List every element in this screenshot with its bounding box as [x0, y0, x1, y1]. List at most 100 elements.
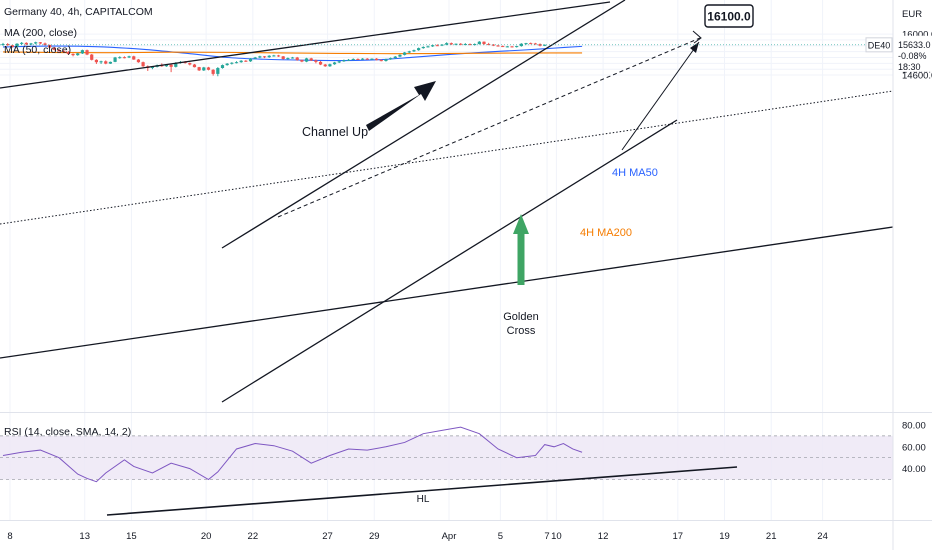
candle-body	[482, 41, 486, 45]
candle	[407, 50, 411, 54]
candle	[421, 46, 425, 49]
candle-body	[225, 63, 229, 66]
candle	[337, 60, 341, 64]
candle	[230, 62, 234, 65]
candle-body	[417, 48, 421, 51]
candle	[375, 58, 379, 61]
candle-body	[76, 53, 80, 56]
candle-body	[337, 61, 341, 63]
rsi-legend[interactable]: RSI (14, close, SMA, 14, 2)	[4, 426, 132, 438]
candle-body	[262, 56, 267, 58]
candle-body	[281, 56, 285, 59]
candle-body	[38, 42, 42, 44]
candle-body	[304, 58, 309, 62]
candle	[122, 56, 127, 59]
candle	[426, 45, 430, 48]
candle	[94, 59, 98, 64]
candle-body	[150, 66, 155, 69]
ma-line-ma200	[2, 51, 583, 55]
candle	[239, 60, 243, 63]
candle	[323, 63, 327, 67]
candle	[57, 49, 61, 53]
channel-up-upper-line	[221, 0, 626, 249]
candle-body	[108, 61, 113, 64]
candle	[146, 65, 150, 71]
rsi-pane: 40.00 60.00 80.00 HL	[0, 420, 926, 516]
candle-body	[99, 61, 103, 63]
candle	[487, 42, 491, 46]
candle-body	[94, 59, 98, 63]
candle	[202, 66, 206, 71]
candle	[524, 42, 528, 45]
candle-body	[342, 60, 346, 62]
candlestick-series	[1, 41, 547, 77]
time-tick-label: 21	[766, 531, 777, 542]
candle-body	[230, 62, 234, 64]
candle-body	[267, 55, 271, 58]
price-tag-countdown: 18:30	[898, 62, 921, 72]
candle-body	[52, 47, 56, 50]
candle-body	[286, 58, 290, 60]
candle-body	[15, 43, 19, 47]
symbol-tag	[865, 37, 893, 53]
candle	[276, 54, 281, 57]
candle	[20, 41, 24, 45]
candle	[71, 53, 75, 57]
candle-body	[389, 58, 393, 60]
candle	[253, 56, 257, 60]
candle	[127, 55, 131, 59]
golden-cross-label-line2: Cross	[507, 325, 536, 337]
candle	[351, 58, 355, 61]
candle-body	[449, 43, 453, 45]
candle-body	[71, 53, 75, 56]
candle	[108, 61, 113, 64]
grid-lines	[0, 0, 893, 520]
ma50-legend[interactable]: MA (50, close)	[4, 44, 72, 56]
candle-body	[505, 46, 509, 48]
candle-body	[206, 67, 211, 70]
candle	[393, 56, 397, 59]
candle	[510, 46, 514, 48]
rsi-hl-trendline	[106, 466, 738, 516]
candle	[113, 56, 117, 63]
candle	[262, 56, 267, 59]
candle	[314, 59, 318, 64]
time-tick-label: 15	[126, 531, 137, 542]
symbol-title[interactable]: Germany 40, 4h, CAPITALCOM	[4, 6, 153, 18]
candle-body	[360, 58, 365, 60]
candle-body	[29, 43, 33, 45]
candle-body	[253, 57, 257, 59]
candle-body	[43, 43, 47, 45]
candle-body	[379, 60, 383, 62]
candle	[99, 60, 103, 64]
candle-body	[48, 44, 52, 48]
candle-body	[20, 42, 24, 44]
candle	[234, 61, 239, 64]
candle	[192, 63, 197, 68]
candle	[370, 58, 374, 61]
time-tick-label: 17	[673, 531, 684, 542]
candle	[169, 64, 173, 73]
candle	[300, 59, 304, 63]
candle	[412, 49, 416, 52]
candle-body	[426, 46, 430, 48]
candle-body	[192, 64, 197, 68]
rsi-hl-label: HL	[417, 494, 430, 505]
time-tick-label: 8	[7, 531, 12, 542]
candle	[118, 56, 122, 59]
candle-body	[211, 69, 215, 74]
candle-body	[234, 62, 239, 64]
ma200-legend[interactable]: MA (200, close)	[4, 27, 77, 39]
candle	[76, 52, 80, 56]
candle	[90, 53, 94, 61]
target-price-box	[704, 4, 754, 28]
lower-wide-channel-line	[0, 226, 894, 359]
candle-body	[365, 58, 369, 60]
candle	[216, 67, 220, 77]
candle-body	[454, 43, 458, 45]
candle	[403, 51, 407, 56]
candle	[197, 66, 201, 71]
candle-body	[276, 55, 281, 57]
